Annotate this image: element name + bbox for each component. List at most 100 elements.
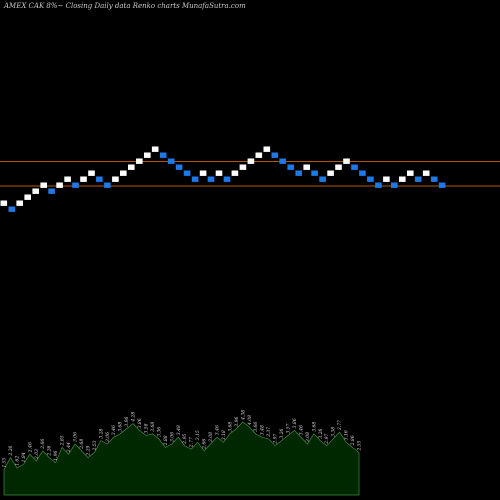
volume-label: 3.86	[137, 418, 143, 428]
renko-brick-down	[223, 176, 231, 182]
volume-label: 4.08	[247, 415, 253, 426]
volume-label: 2.68	[79, 439, 85, 450]
renko-brick-up	[215, 170, 223, 176]
renko-brick-down	[72, 182, 79, 188]
volume-label: 3.37	[266, 427, 272, 437]
volume-label: 3.68	[311, 422, 317, 432]
renko-brick-up	[128, 164, 135, 170]
volume-area	[3, 421, 360, 496]
renko-brick-up	[231, 170, 239, 176]
renko-brick-up	[303, 164, 310, 170]
volume-label: 4.28	[131, 411, 137, 422]
volume-label: 2.77	[189, 437, 195, 448]
renko-brick-down	[271, 152, 279, 158]
renko-brick-down	[311, 170, 318, 176]
volume-label: 3.28	[98, 428, 104, 438]
volume-label: 3.68	[227, 422, 233, 432]
renko-brick-up	[327, 170, 334, 176]
volume-label: 3.46	[298, 425, 304, 435]
volume-label: 3.96	[234, 417, 240, 427]
renko-brick-up	[239, 164, 247, 170]
renko-brick-down	[48, 188, 55, 194]
volume-label: 3.26	[279, 428, 285, 438]
volume-label: 3.18	[221, 430, 227, 440]
volume-label: 2.26	[8, 445, 14, 456]
renko-brick-up	[407, 170, 414, 176]
volume-label: 2.29	[85, 445, 91, 456]
renko-brick-down	[8, 206, 16, 212]
renko-brick-up	[399, 176, 406, 182]
volume-label: 1.62	[14, 456, 20, 466]
renko-brick-down	[167, 158, 175, 164]
renko-brick-up	[255, 152, 263, 158]
volume-label: 1.96	[53, 451, 59, 461]
renko-brick-down	[438, 182, 446, 188]
volume-label: 3.36	[156, 427, 162, 437]
renko-brick-down	[414, 176, 422, 182]
volume-label: 3.48	[260, 425, 266, 435]
volume-label: 2.85	[60, 435, 66, 446]
renko-brick-down	[207, 176, 215, 182]
renko-brick-down	[175, 164, 183, 170]
renko-brick-up	[151, 146, 159, 152]
volume-label: 2.97	[273, 434, 279, 445]
volume-label: 3.58	[144, 423, 150, 433]
renko-brick-up	[343, 158, 350, 164]
renko-brick-down	[159, 152, 167, 158]
renko-brick-up	[335, 164, 342, 170]
volume-label: 3.68	[150, 422, 156, 432]
renko-brick-up	[0, 200, 8, 206]
renko-brick-up	[422, 170, 430, 176]
volume-label: 3.16	[344, 430, 350, 440]
volume-label: 1.55	[2, 457, 8, 467]
renko-brick-down	[375, 182, 382, 188]
volume-label: 3.86	[292, 418, 298, 428]
renko-brick-up	[136, 158, 143, 164]
renko-brick-up	[32, 188, 39, 194]
renko-brick-down	[430, 176, 438, 182]
renko-brick-up	[88, 170, 95, 176]
volume-label: 2.66	[40, 439, 46, 450]
volume-label: 2.88	[163, 435, 169, 446]
renko-brick-down	[183, 170, 191, 176]
volume-label: 3.68	[118, 422, 124, 432]
volume-label: 3.96	[124, 417, 130, 427]
renko-brick-down	[104, 182, 111, 188]
renko-brick-up	[112, 176, 119, 182]
volume-label: 1.84	[21, 452, 27, 462]
volume-label: 2.46	[27, 442, 33, 453]
renko-brick-up	[80, 176, 87, 182]
volume-label: 3.26	[318, 428, 324, 438]
renko-brick-up	[64, 176, 71, 182]
volume-label: 3.46	[215, 425, 221, 435]
renko-brick-down	[359, 170, 366, 176]
renko-brick-up	[199, 170, 207, 176]
volume-label: 3.06	[169, 432, 175, 442]
renko-brick-up	[247, 158, 255, 164]
volume-label: 2.86	[350, 435, 356, 446]
renko-brick-down	[319, 176, 326, 182]
renko-brick-up	[16, 200, 23, 206]
renko-brick-down	[191, 176, 199, 182]
renko-brick-down	[351, 164, 358, 170]
volume-panel: 1.552.261.62 1.842.462.032.662.261.962.85…	[2, 410, 363, 496]
volume-label: 3.08	[208, 432, 214, 442]
renko-brick-up	[383, 176, 390, 182]
renko-brick-up	[120, 170, 127, 176]
renko-brick-up	[144, 152, 151, 158]
volume-label: 3.38	[331, 427, 337, 437]
renko-brick-down	[96, 176, 103, 182]
volume-label: 3.77	[337, 420, 343, 430]
volume-label: 3.57	[286, 423, 292, 433]
renko-brick-down	[279, 158, 286, 164]
renko-brick-down	[295, 170, 302, 176]
volume-label: 3.46	[111, 425, 117, 435]
renko-brick-up	[263, 146, 271, 152]
renko-brick-down	[391, 182, 398, 188]
volume-label: 3.48	[176, 425, 182, 435]
renko-brick-up	[40, 182, 47, 188]
volume-label: 3.06	[73, 432, 79, 442]
volume-label: 2.97	[324, 434, 330, 445]
